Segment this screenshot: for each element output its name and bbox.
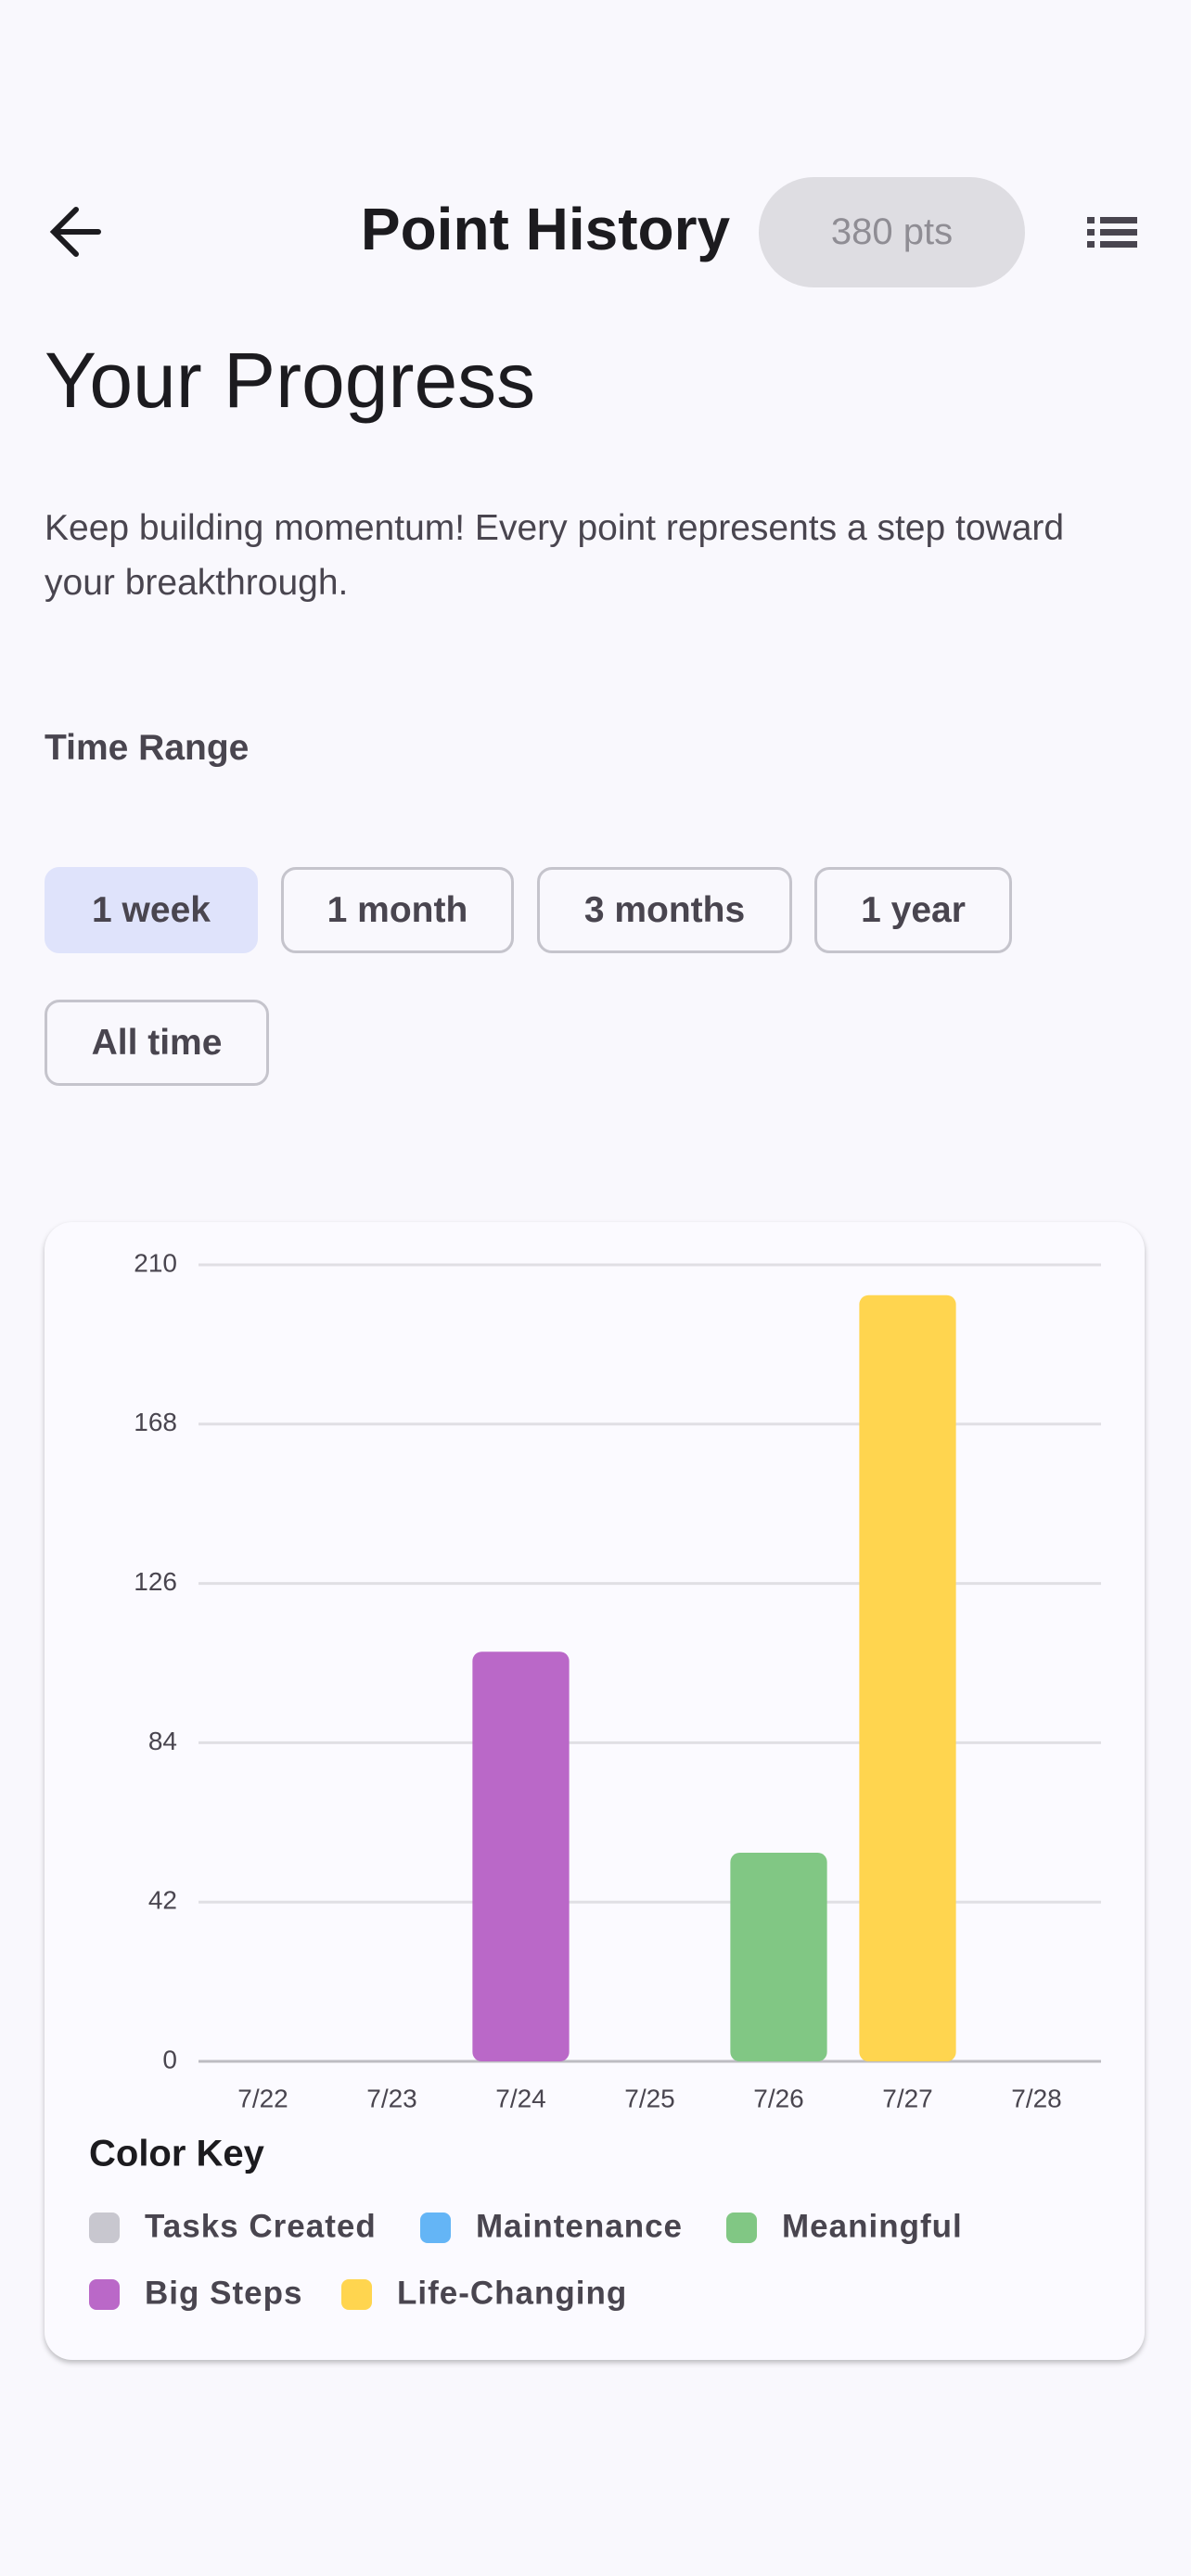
description: Keep building momentum! Every point repr… (45, 508, 1065, 603)
list-button[interactable] (1087, 217, 1137, 248)
y-tick-label: 168 (134, 1408, 177, 1436)
legend-swatch (89, 2279, 120, 2310)
x-tick-label: 7/23 (366, 2084, 417, 2112)
chart-card (45, 1222, 1145, 2360)
header-icons (49, 207, 1137, 257)
legend-label: Life-Changing (397, 2275, 627, 2311)
legend-label: Big Steps (145, 2275, 302, 2311)
heading: Your Progress (45, 337, 536, 424)
x-tick-label: 7/24 (495, 2084, 546, 2112)
legend-swatch (726, 2213, 757, 2243)
time-range-chip[interactable]: All time (45, 1000, 269, 1086)
x-tick-label: 7/25 (624, 2084, 675, 2112)
bar (730, 1853, 827, 2061)
legend-swatch (420, 2213, 451, 2243)
x-tick-label: 7/27 (882, 2084, 933, 2112)
time-range-chip[interactable]: 3 months (537, 867, 792, 953)
page-title: Point History (360, 196, 731, 262)
legend-label: Maintenance (476, 2208, 683, 2244)
time-range-chip[interactable]: 1 year (814, 867, 1012, 953)
legend-label: Tasks Created (145, 2208, 377, 2244)
points-badge: 380 pts (759, 177, 1025, 287)
y-tick-label: 126 (134, 1567, 177, 1596)
bar (472, 1651, 570, 2061)
legend-swatch (89, 2213, 120, 2243)
x-tick-label: 7/26 (753, 2084, 804, 2112)
legend-swatch (341, 2279, 372, 2310)
x-tick-label: 7/28 (1011, 2084, 1062, 2112)
bar (859, 1294, 956, 2061)
legend-label: Meaningful (782, 2208, 963, 2244)
time-range-label: Time Range (45, 728, 250, 768)
legend-title: Color Key (89, 2134, 265, 2174)
back-button[interactable] (49, 207, 101, 257)
y-tick-label: 42 (148, 1886, 177, 1915)
time-range-chip[interactable]: 1 month (281, 867, 514, 953)
time-range-chip[interactable]: 1 week (45, 867, 258, 953)
y-tick-label: 84 (148, 1727, 177, 1755)
x-tick-label: 7/22 (237, 2084, 288, 2112)
y-tick-label: 210 (134, 1248, 177, 1277)
y-tick-label: 0 (162, 2045, 177, 2073)
